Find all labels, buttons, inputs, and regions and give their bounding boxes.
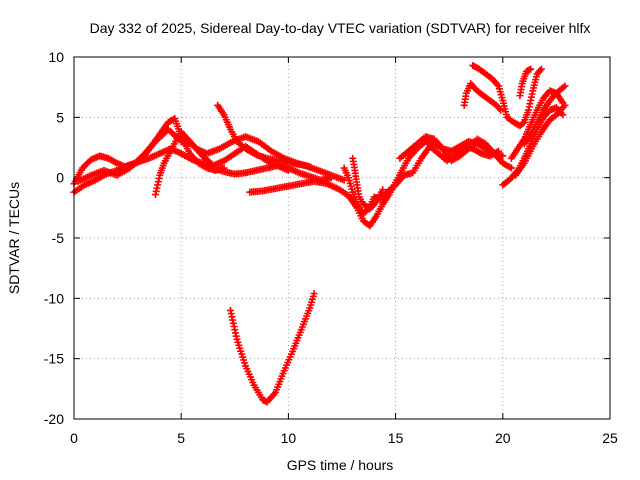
y-tick-label: 5: [56, 109, 64, 125]
data-point: [519, 119, 527, 127]
data-series: [70, 61, 569, 406]
data-point: [284, 166, 292, 174]
plot-frame: [73, 56, 611, 420]
x-tick-label: 25: [602, 430, 618, 446]
axis-ticks: 0 5 10 15 20 25 -20 -15 -10 -5 0 5 10: [44, 49, 618, 446]
x-axis-label: GPS time / hours: [287, 457, 394, 473]
data-point: [497, 106, 505, 114]
chart-title: Day 332 of 2025, Sidereal Day-to-day VTE…: [90, 20, 591, 36]
y-tick-label: -5: [52, 230, 65, 246]
series-arc-5: [214, 101, 348, 184]
y-tick-label: -20: [44, 411, 64, 427]
y-tick-label: 0: [56, 170, 64, 186]
data-point: [561, 101, 569, 109]
series-arc-9: [396, 133, 515, 172]
data-point: [262, 397, 270, 405]
data-point: [561, 82, 569, 90]
data-point: [507, 164, 515, 172]
x-tick-label: 10: [281, 430, 297, 446]
data-point: [559, 111, 567, 119]
series-arc-12: [516, 65, 535, 100]
y-tick-label: -15: [44, 351, 64, 367]
data-point: [220, 164, 228, 172]
data-point: [495, 147, 503, 155]
y-axis-label: SDTVAR / TECUs: [6, 182, 22, 294]
series-arc-11: [469, 61, 545, 130]
series-arc-10: [460, 80, 505, 114]
grid: [74, 57, 610, 419]
data-point: [537, 65, 545, 73]
y-tick-label: 10: [48, 49, 64, 65]
series-arc-17: [227, 290, 318, 406]
y-tick-label: -10: [44, 290, 64, 306]
x-tick-label: 0: [70, 430, 78, 446]
data-point: [310, 290, 318, 298]
x-tick-label: 5: [177, 430, 185, 446]
data-point: [525, 66, 533, 74]
x-tick-label: 20: [495, 430, 511, 446]
x-tick-label: 15: [388, 430, 404, 446]
data-point: [527, 65, 535, 73]
series-arc-15: [512, 101, 569, 179]
data-point: [499, 152, 507, 160]
data-point: [379, 186, 387, 194]
series-arc-16: [520, 82, 569, 148]
series-arc-8: [349, 154, 387, 213]
